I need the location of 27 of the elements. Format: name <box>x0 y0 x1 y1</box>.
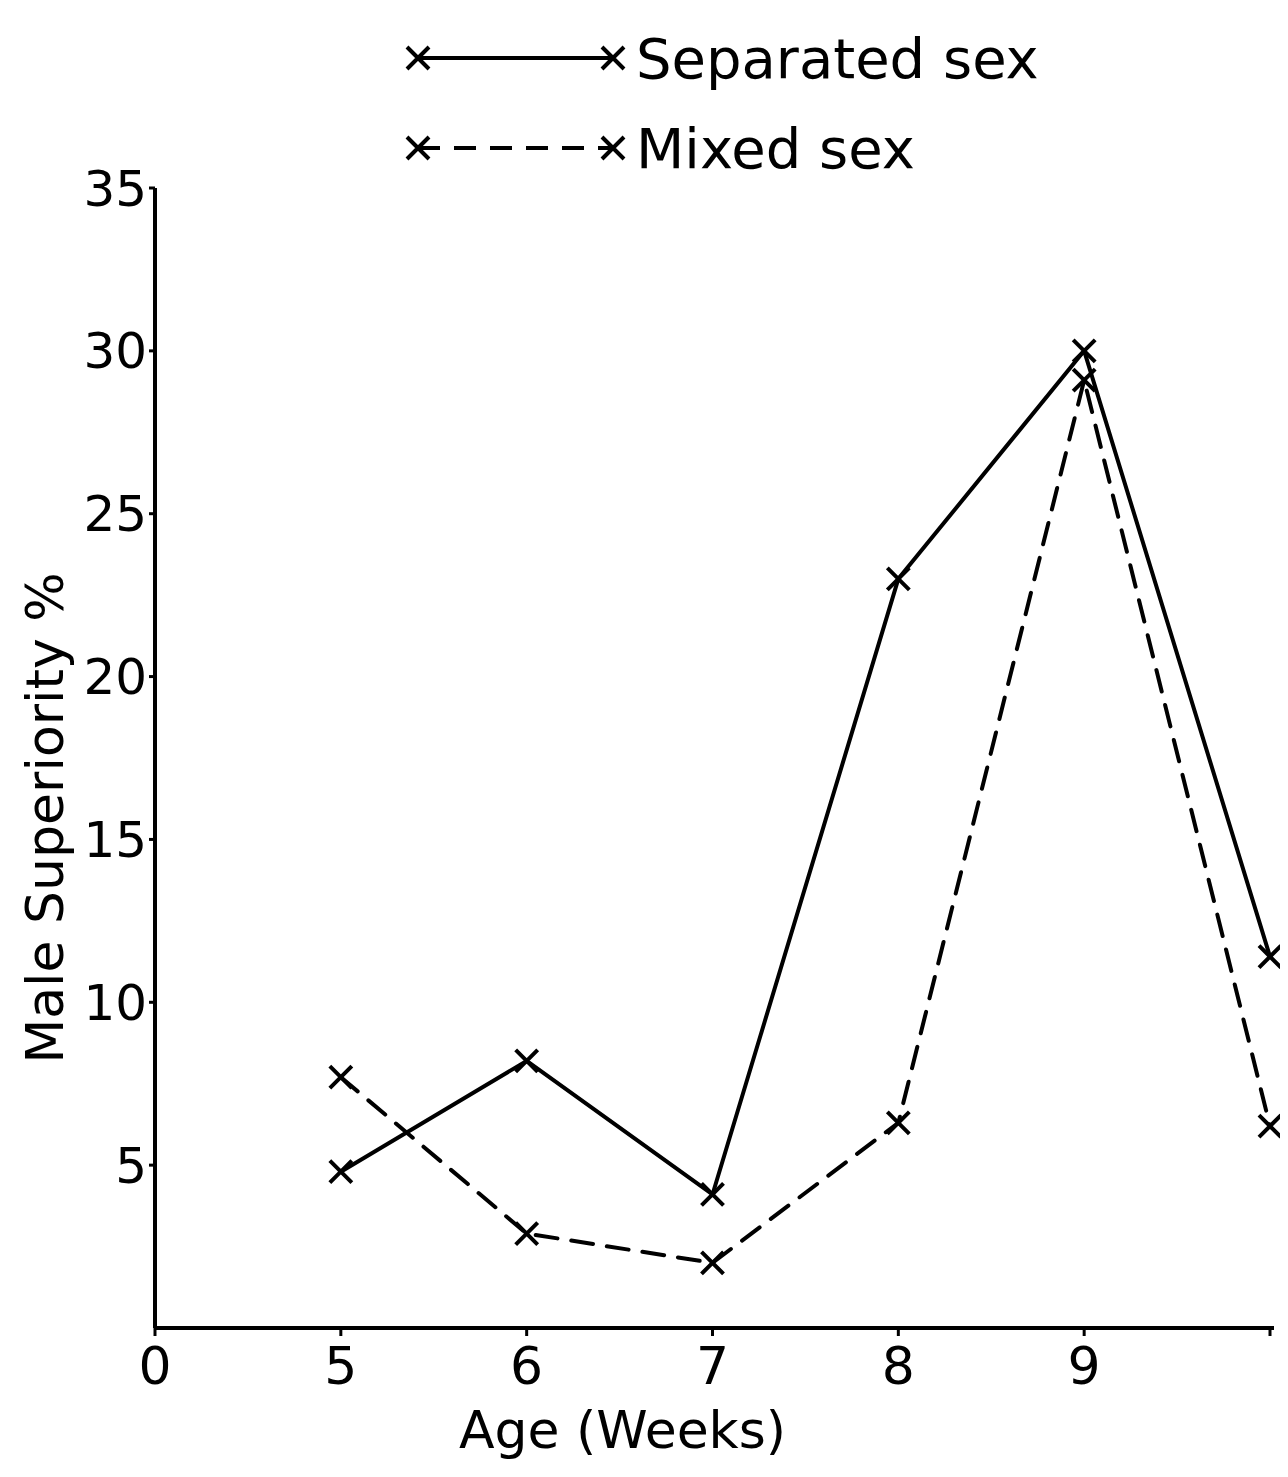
point <box>1071 337 1098 364</box>
point <box>1071 367 1098 394</box>
x-tick-label: 8 <box>881 1336 915 1396</box>
point <box>327 1064 354 1091</box>
x-tick-label: 7 <box>695 1336 730 1396</box>
legend-label: Separated sex <box>636 26 1039 91</box>
point <box>885 565 912 592</box>
y-axis-title: Male Superiority % <box>15 572 75 1064</box>
y-tick-label: 35 <box>83 159 147 218</box>
x-tick-label: 5 <box>324 1336 358 1396</box>
x-tick-label: 0 <box>138 1336 172 1396</box>
y-tick-label: 10 <box>83 973 147 1032</box>
point <box>885 1109 912 1136</box>
y-tick-label: 20 <box>83 648 147 707</box>
legend-label: Mixed sex <box>636 116 915 181</box>
point <box>699 1249 726 1276</box>
y-tick-label: 30 <box>83 322 147 381</box>
x-tick-label: 9 <box>1067 1336 1101 1396</box>
point <box>513 1220 540 1247</box>
x-tick-label: 6 <box>510 1336 544 1396</box>
y-tick-label: 25 <box>83 485 147 544</box>
x-axis-title: Age (Weeks) <box>458 1400 787 1460</box>
y-tick-label: 5 <box>115 1136 147 1195</box>
y-tick-label: 15 <box>83 810 147 869</box>
point <box>699 1181 726 1208</box>
point <box>513 1047 540 1074</box>
point <box>327 1158 354 1185</box>
